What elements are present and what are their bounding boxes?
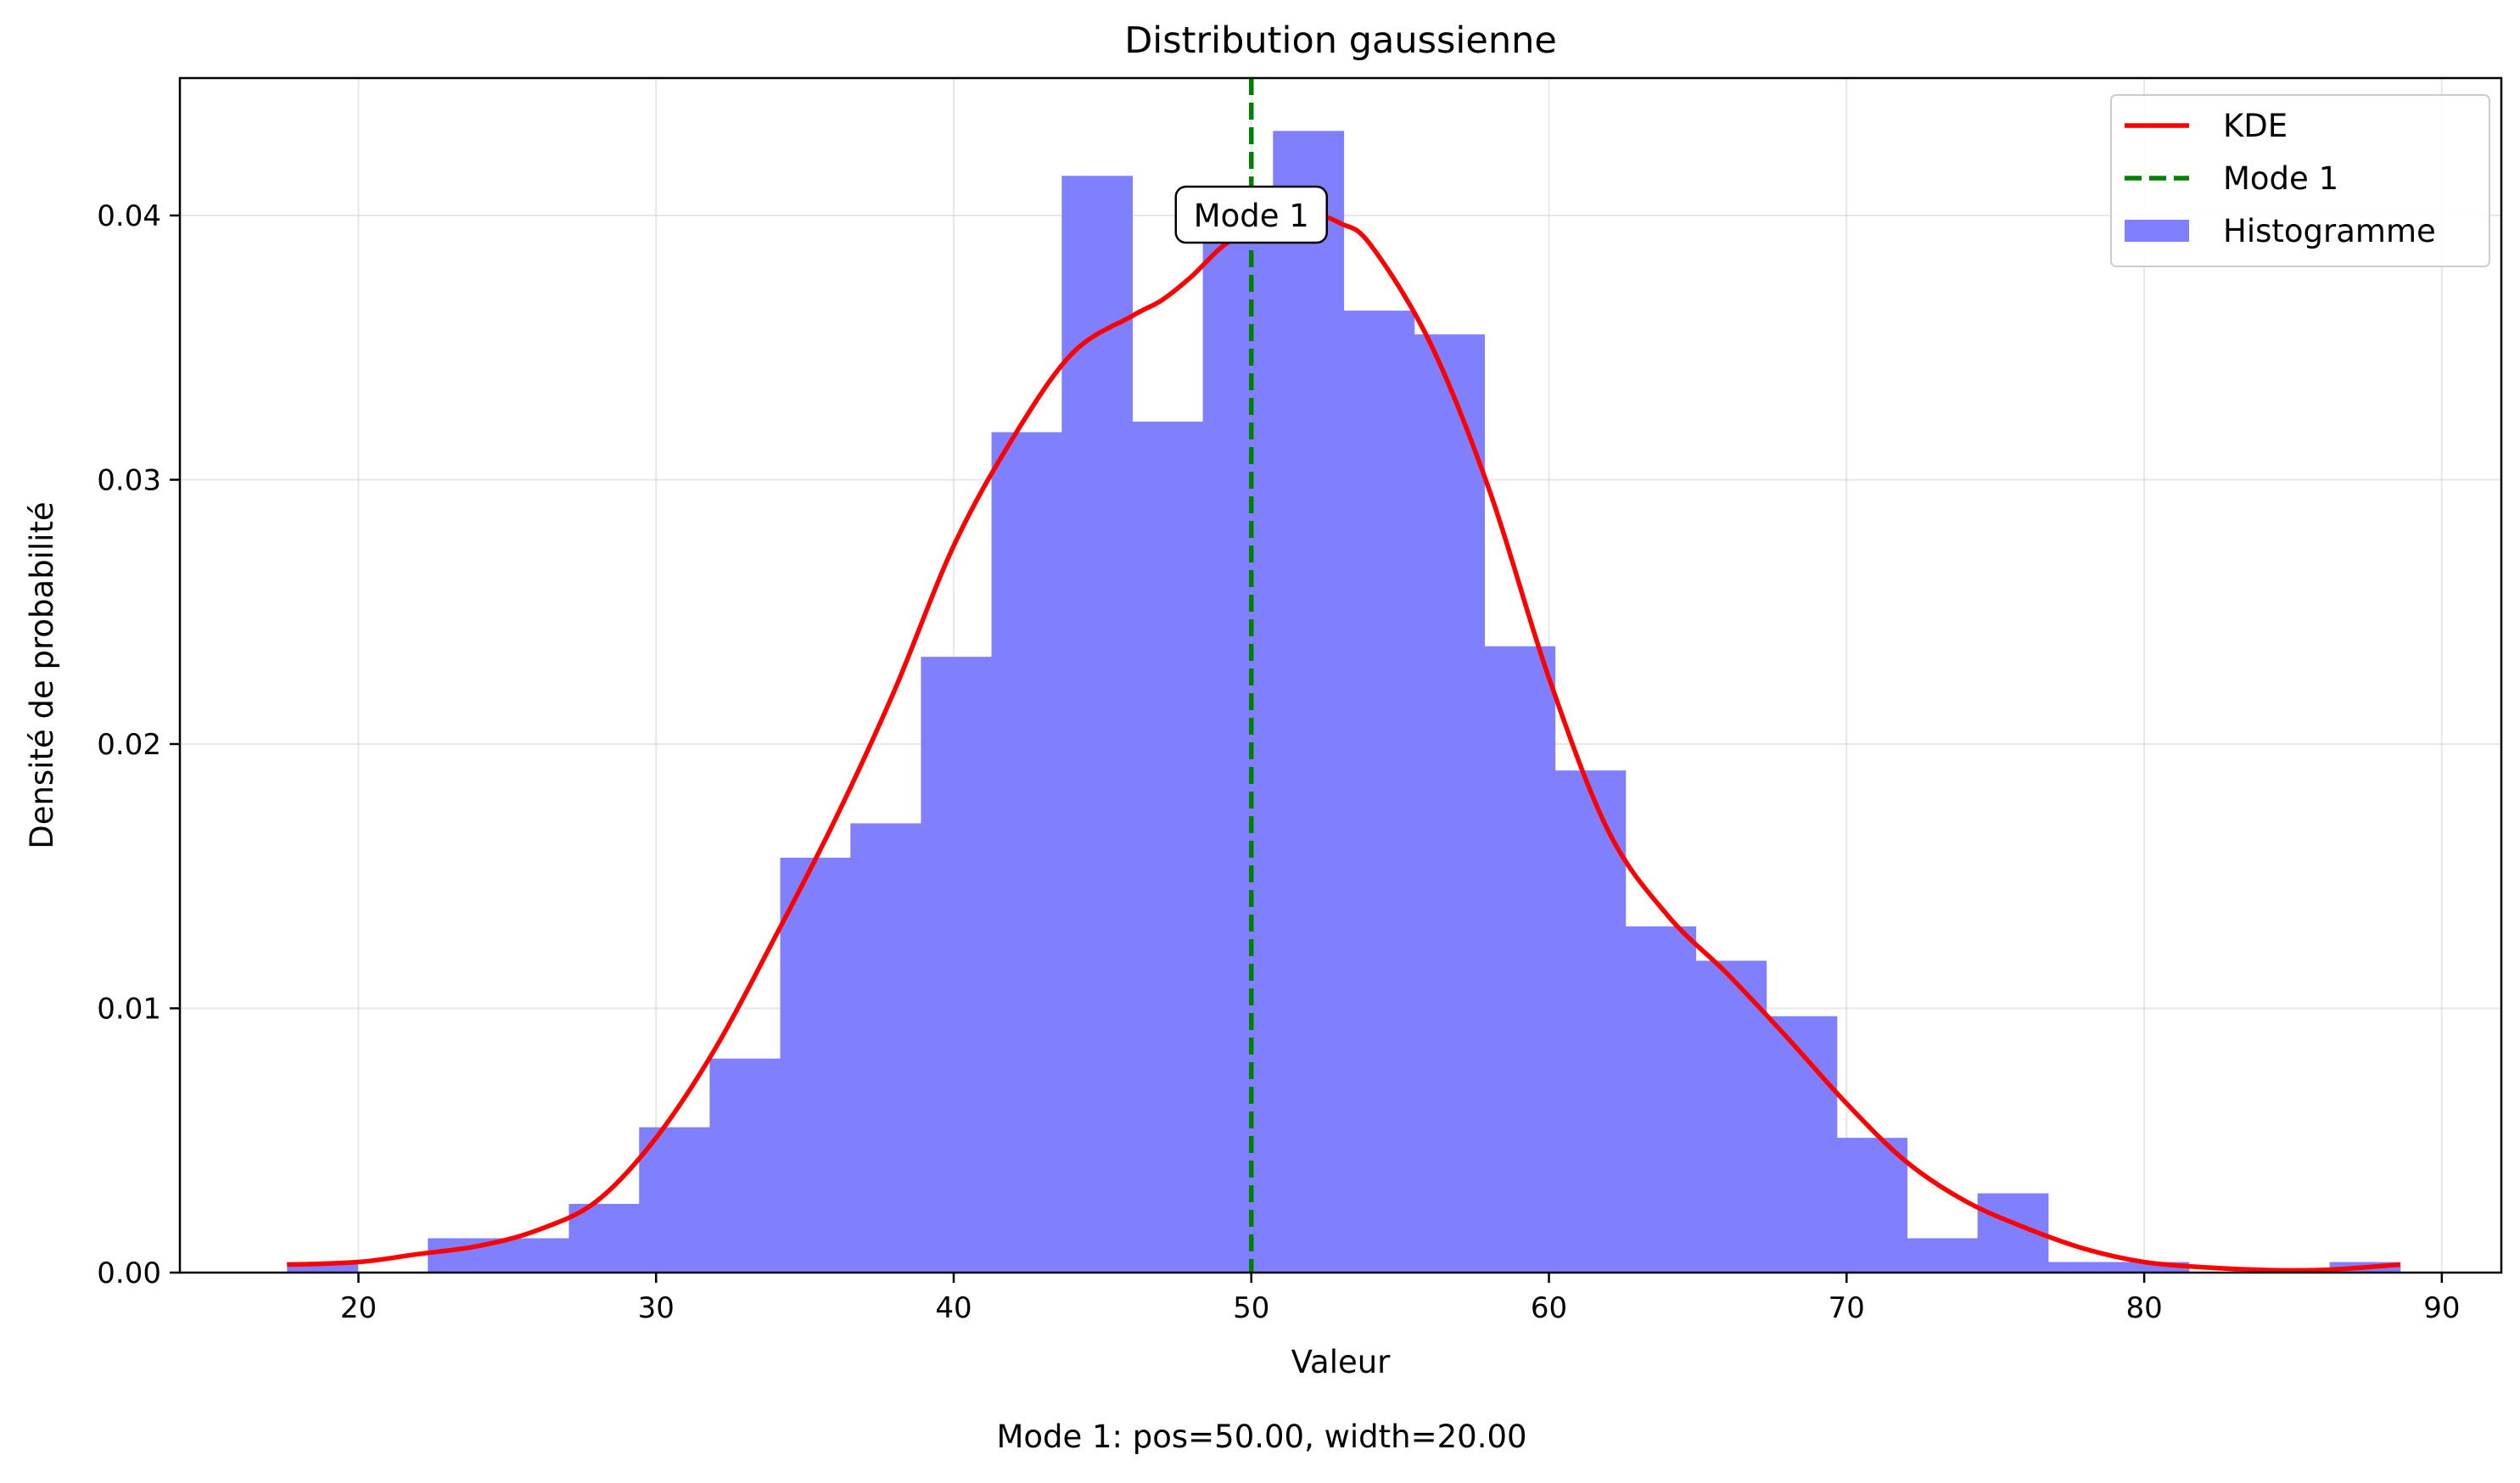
x-tick-label: 70 <box>1828 1291 1865 1325</box>
histogram-bar <box>1907 1238 1979 1273</box>
x-tick-label: 40 <box>935 1291 972 1325</box>
x-axis-label: Valeur <box>1291 1344 1392 1380</box>
mode-caption: Mode 1: pos=50.00, width=20.00 <box>996 1419 1526 1455</box>
histogram-bar <box>498 1238 570 1273</box>
annotation-layer: Mode 1 <box>1174 185 1329 244</box>
histogram-bar <box>1132 421 1204 1273</box>
legend: KDE Mode 1 Histogramme <box>2110 94 2490 267</box>
histogram-bar <box>568 1204 640 1273</box>
histogram-bar <box>991 432 1062 1273</box>
histogram-bar <box>1273 131 1345 1273</box>
x-tick-label: 80 <box>2125 1291 2162 1325</box>
histogram-bar <box>850 823 922 1273</box>
annotation-mode-1: Mode 1 <box>1194 198 1309 234</box>
x-tick-label: 60 <box>1531 1291 1567 1325</box>
plot-frame <box>178 76 2503 1274</box>
x-axis-ticks: 20 30 40 50 60 70 80 90 <box>340 1273 2460 1325</box>
histogram-bar <box>921 657 993 1273</box>
chart-title: Distribution gaussienne <box>1124 20 1557 62</box>
legend-label: Histogramme <box>2223 213 2436 249</box>
y-tick-label: 0.02 <box>97 728 161 762</box>
y-tick-label: 0.04 <box>97 199 161 233</box>
y-tick-label: 0.00 <box>97 1256 161 1290</box>
histogram-bars <box>287 131 2401 1273</box>
y-axis-label: Densité de probabilité <box>24 501 60 849</box>
histogram-bar <box>639 1127 710 1273</box>
y-tick-label: 0.01 <box>97 992 161 1026</box>
histogram-bar <box>1625 926 1697 1273</box>
histogram-bar <box>1061 176 1134 1273</box>
histogram-bar <box>1484 646 1556 1273</box>
y-tick-label: 0.03 <box>97 463 161 497</box>
legend-label: KDE <box>2223 108 2288 144</box>
histogram-bar <box>780 857 851 1273</box>
histogram-bar <box>709 1058 781 1273</box>
x-tick-label: 30 <box>638 1291 675 1325</box>
histogram-bar <box>1343 311 1415 1273</box>
histogram-bar <box>1695 960 1767 1273</box>
legend-histogram-swatch <box>2125 220 2189 242</box>
y-axis-ticks: 0.00 0.01 0.02 0.03 0.04 <box>97 199 180 1290</box>
histogram-bar <box>1202 231 1274 1273</box>
x-tick-label: 90 <box>2423 1291 2460 1325</box>
x-tick-label: 20 <box>340 1291 377 1325</box>
x-tick-label: 50 <box>1233 1291 1269 1325</box>
histogram-bar <box>1414 334 1486 1273</box>
histogram-bar <box>2047 1262 2120 1273</box>
histogram-bar <box>1836 1138 1908 1273</box>
legend-frame <box>2110 94 2490 267</box>
legend-label: Mode 1 <box>2223 160 2338 197</box>
histogram-bar <box>1766 1016 1838 1273</box>
annotation-box <box>1174 185 1329 244</box>
histogram-bar <box>1554 770 1627 1273</box>
